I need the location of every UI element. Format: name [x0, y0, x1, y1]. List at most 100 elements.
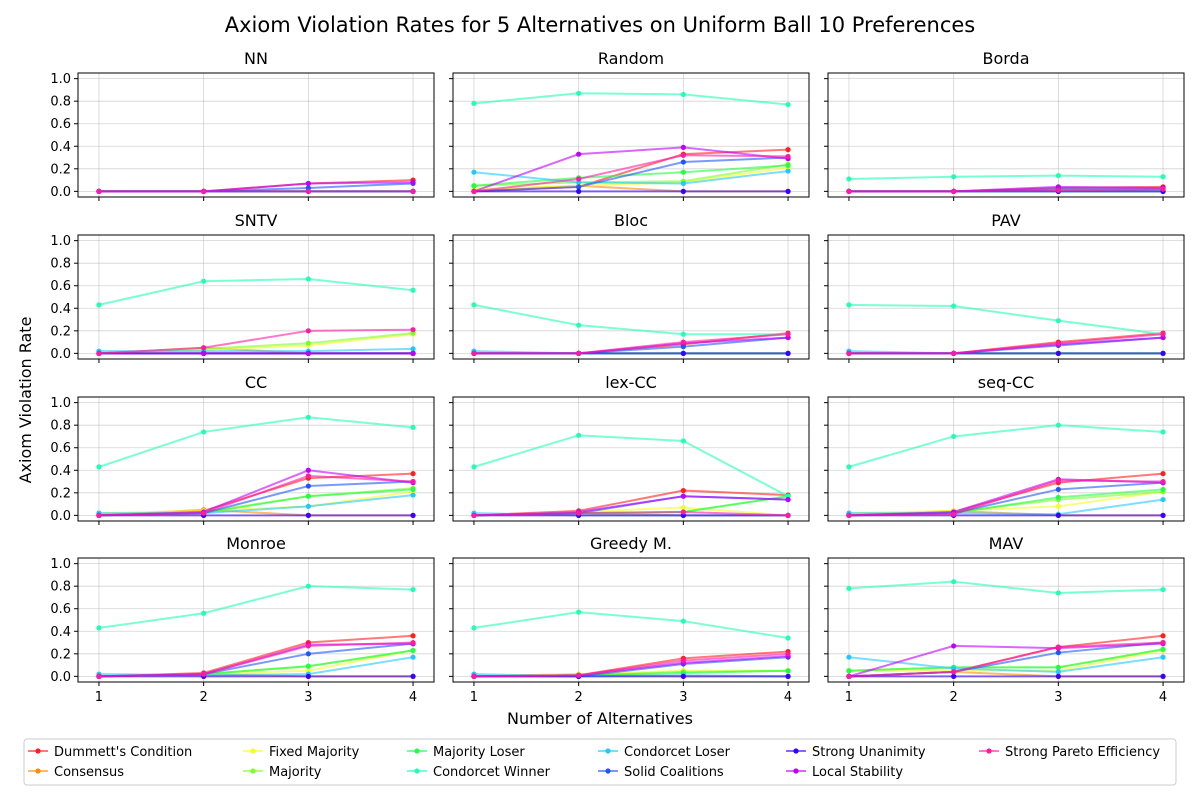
series-line	[848, 479, 1164, 517]
plot-area	[453, 558, 809, 682]
series-strong-pareto-efficiency	[846, 331, 1166, 356]
y-tick-label: 0.2	[50, 486, 71, 501]
legend-frame	[23, 738, 1177, 786]
series-condorcet-winner	[96, 583, 416, 631]
subplot-0: NN 0.0 0.2 0.4 0.6 0.8 1.0	[50, 49, 435, 201]
data-point	[1160, 633, 1166, 639]
data-point	[1160, 496, 1166, 503]
y-tick-label: 0.6	[50, 117, 71, 132]
series-condorcet-winner	[846, 172, 1166, 182]
data-point	[576, 672, 582, 678]
series-strong-pareto-efficiency	[846, 639, 1166, 679]
data-point	[680, 331, 686, 337]
data-point	[951, 673, 957, 679]
data-point	[305, 414, 311, 420]
series-strong-unanimity	[471, 188, 791, 194]
data-point	[305, 503, 311, 509]
data-point	[785, 101, 791, 108]
figure-title: Axiom Violation Rates for 5 Alternatives…	[225, 13, 976, 37]
subplot-title: CC	[245, 373, 267, 392]
legend-swatch-marker	[793, 748, 799, 754]
subplot-8: seq-CC	[824, 373, 1185, 525]
data-point	[410, 586, 416, 593]
data-point	[680, 438, 686, 444]
series-line	[848, 174, 1164, 180]
data-point	[1055, 340, 1061, 346]
data-point	[96, 464, 102, 470]
data-point	[1055, 350, 1061, 356]
series-line	[473, 166, 789, 191]
subplot-11: MAV 1 2 3 4	[824, 534, 1185, 705]
y-tick-label: 0.2	[50, 647, 71, 662]
data-point	[785, 496, 791, 503]
data-point	[1055, 172, 1061, 179]
data-point	[1055, 318, 1061, 324]
data-point	[305, 340, 311, 346]
data-point	[410, 346, 416, 352]
data-point	[1160, 639, 1166, 646]
data-point	[471, 169, 477, 175]
series-line	[98, 641, 414, 678]
legend-entry: Majority	[243, 765, 322, 780]
data-point	[410, 673, 416, 679]
series-line	[473, 333, 789, 355]
series-line	[98, 416, 414, 468]
series-strong-pareto-efficiency	[846, 477, 1166, 518]
data-point	[680, 493, 686, 499]
series-strong-pareto-efficiency	[846, 186, 1166, 194]
x-tick-label: 3	[679, 690, 687, 705]
plot-frame	[77, 72, 435, 198]
legend-label: Consensus	[54, 765, 124, 780]
series-line	[98, 277, 414, 306]
data-point	[846, 188, 852, 194]
data-point	[471, 183, 477, 189]
x-tick-label: 3	[1054, 690, 1062, 705]
data-point	[951, 174, 957, 180]
subplot-7: lex-CC	[449, 373, 810, 525]
data-point	[785, 188, 791, 194]
data-point	[410, 179, 416, 185]
y-tick-label: 0.6	[50, 441, 71, 456]
legend-entry: Condorcet Winner	[407, 765, 551, 780]
data-point	[1055, 494, 1061, 500]
data-point	[305, 643, 311, 649]
plot-area	[453, 235, 809, 359]
data-point	[1160, 174, 1166, 180]
data-point	[96, 350, 102, 356]
series-line	[473, 163, 789, 187]
legend-swatch-marker	[414, 768, 420, 774]
y-tick-label: 0.4	[50, 625, 71, 640]
data-point	[201, 345, 207, 351]
series-line	[848, 642, 1164, 678]
plot-area	[828, 558, 1184, 682]
series-condorcet-winner	[846, 579, 1166, 596]
subplot-9: Monroe 1 2 3 4 0.0 0.2 0.4 0.6 0.8 1.0	[50, 534, 435, 705]
series-condorcet-winner	[471, 90, 791, 108]
data-point	[951, 350, 957, 356]
data-point	[410, 492, 416, 498]
plot-frame	[452, 72, 810, 198]
data-point	[1160, 478, 1166, 485]
legend-entry: Dummett's Condition	[28, 745, 192, 760]
data-point	[201, 671, 207, 677]
data-point	[785, 651, 791, 657]
legend-label: Strong Pareto Efficiency	[1005, 745, 1160, 760]
data-point	[846, 512, 852, 518]
data-point	[846, 350, 852, 356]
data-point	[680, 504, 686, 511]
plot-frame	[452, 557, 810, 683]
series-strong-pareto-efficiency	[96, 327, 416, 356]
data-point	[410, 654, 416, 660]
series-strong-pareto-efficiency	[96, 188, 416, 194]
data-point	[785, 350, 791, 356]
series-line	[848, 648, 1164, 672]
data-point	[576, 322, 582, 328]
data-point	[471, 188, 477, 194]
data-point	[680, 159, 686, 165]
data-point	[1055, 512, 1061, 518]
legend-swatch-marker	[35, 748, 41, 754]
data-point	[1160, 331, 1166, 337]
data-point	[576, 350, 582, 356]
data-point	[951, 669, 957, 675]
plot-frame	[827, 557, 1185, 683]
